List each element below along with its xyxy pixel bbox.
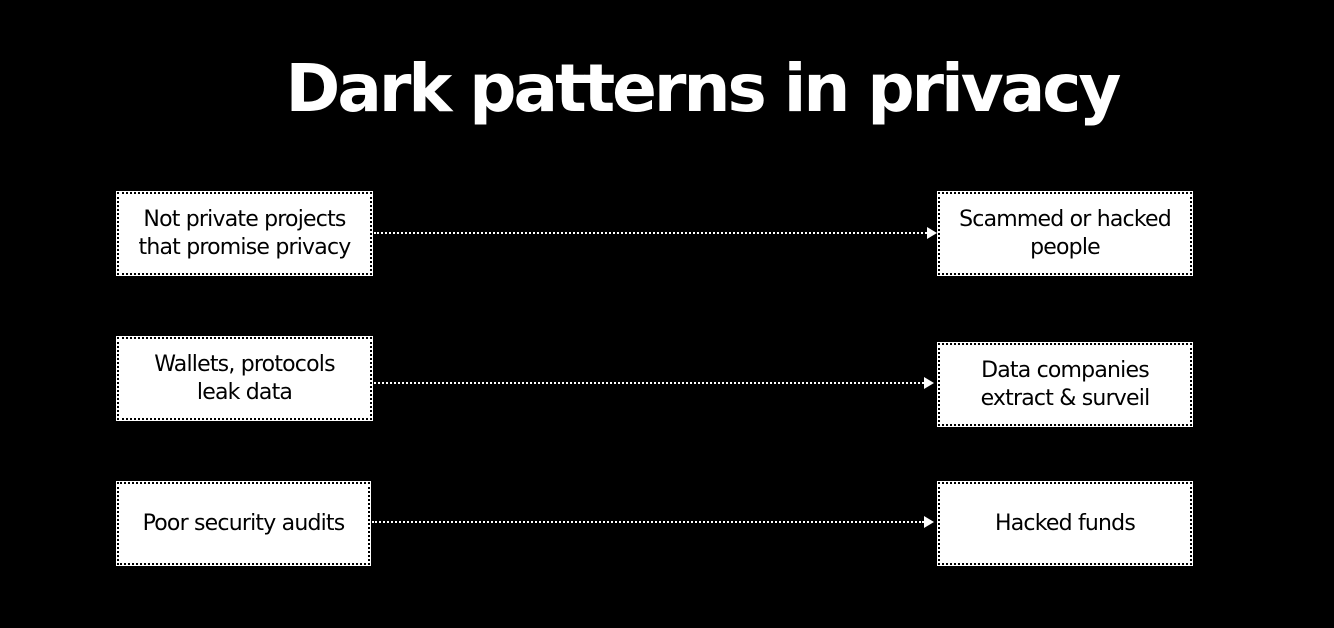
page-title: Dark patterns in privacy [285,50,1122,127]
effect-2-line-1: Data companies [981,357,1150,383]
cause-1-line-2: that promise privacy [138,234,352,260]
arrowhead-2 [924,377,934,389]
cause-box-1: Not private projects that promise privac… [116,191,373,276]
cause-box-3: Poor security audits [116,481,371,566]
effect-2-line-2: extract & surveil [980,385,1151,411]
connector-arrow-3 [372,521,924,523]
cause-2-line-2: leak data [196,379,293,405]
connector-arrow-1 [374,232,927,234]
cause-1-line-1: Not private projects [143,206,346,232]
effect-box-2: Data companies extract & surveil [937,342,1193,427]
connector-arrow-2 [374,382,924,384]
effect-1-line-2: people [1030,234,1101,260]
effect-1-line-1: Scammed or hacked [959,206,1172,232]
cause-box-2: Wallets, protocols leak data [116,336,373,421]
arrowhead-3 [924,516,934,528]
arrowhead-1 [927,227,937,239]
effect-box-1: Scammed or hacked people [937,191,1193,276]
cause-3-line-1: Poor security audits [142,510,346,536]
effect-3-line-1: Hacked funds [994,510,1136,536]
cause-2-line-1: Wallets, protocols [154,351,335,377]
effect-box-3: Hacked funds [937,481,1193,566]
